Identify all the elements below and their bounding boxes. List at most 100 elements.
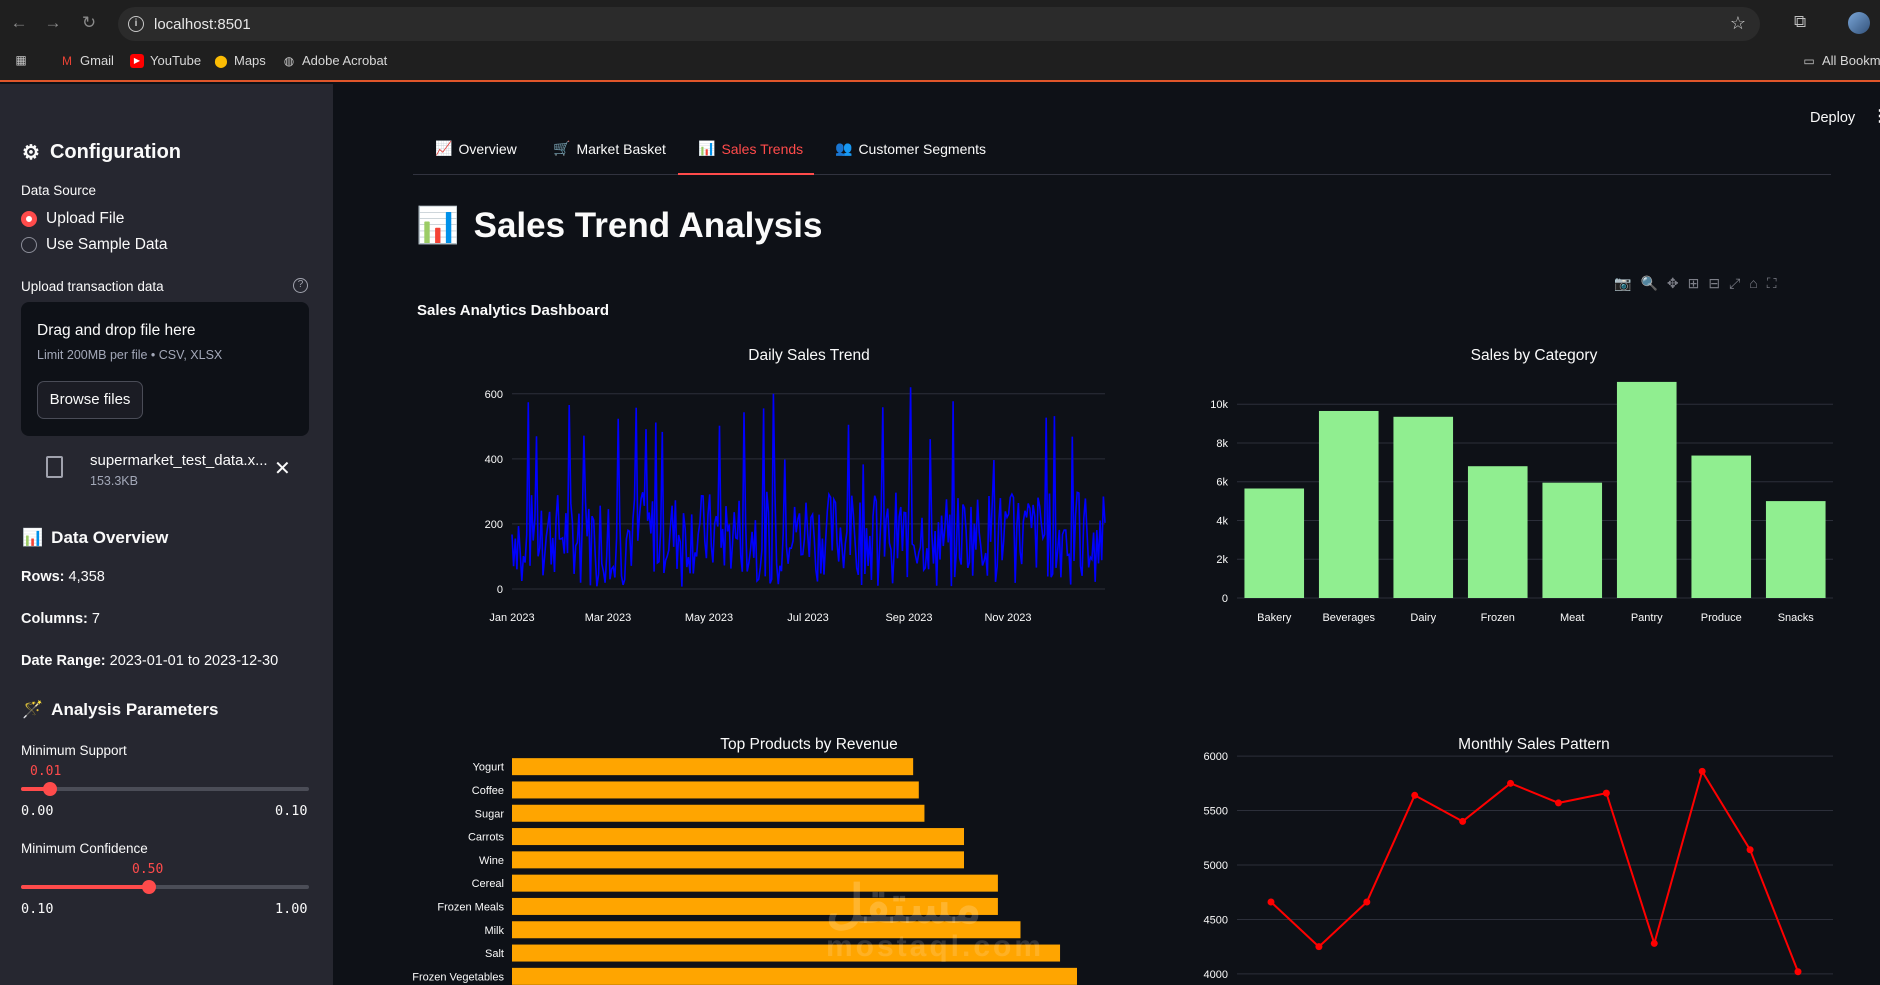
x-tick-label: Dairy [1410, 612, 1436, 624]
min-confidence-slider[interactable] [21, 880, 309, 894]
forward-icon[interactable]: → [44, 13, 62, 32]
product-bar [512, 758, 914, 776]
y-tick-label: Wine [479, 855, 504, 867]
data-source-label: Data Source [21, 183, 97, 198]
zoom-icon[interactable]: 🔍 [1640, 275, 1658, 291]
file-dropzone[interactable]: Drag and drop file here Limit 200MB per … [21, 302, 309, 436]
sidebar: ⚙ Configuration Data Source Upload File U… [0, 84, 333, 985]
monthly-sales-point [1746, 846, 1754, 854]
bookmark-maps[interactable]: ⬤ Maps [214, 53, 266, 68]
camera-icon[interactable]: 📷 [1614, 275, 1632, 291]
tab-overview[interactable]: 📈 Overview [435, 140, 517, 157]
product-bar [512, 781, 919, 799]
bookmark-star-icon[interactable]: ☆ [1729, 13, 1746, 33]
fullscreen-icon[interactable]: ⛶ [1766, 275, 1777, 291]
reload-icon[interactable]: ↻ [81, 13, 97, 32]
y-tick-label: Cereal [472, 878, 504, 890]
x-tick-label: Frozen [1481, 612, 1515, 624]
help-icon[interactable]: ? [293, 278, 308, 293]
main-menu-icon[interactable]: ⋮ [1872, 108, 1880, 125]
zoom-in-icon[interactable]: ⊞ [1687, 275, 1700, 291]
folder-icon: ▭ [1803, 53, 1815, 68]
extensions-icon[interactable]: ⧉ [1794, 12, 1807, 31]
remove-file-close-icon[interactable]: ✕ [274, 458, 291, 480]
chart-title: Daily Sales Trend [748, 347, 869, 364]
min-confidence-min: 0.10 [21, 901, 54, 917]
y-tick-label: Coffee [472, 785, 504, 797]
address-bar[interactable]: i localhost:8501 ☆ [118, 7, 1760, 41]
deploy-button[interactable]: Deploy [1810, 110, 1856, 126]
bar-chart-icon: 📊 [416, 206, 460, 245]
y-tick-label: Salt [485, 948, 504, 960]
dashboard-title: Sales Analytics Dashboard [417, 302, 610, 319]
bookmark-gmail[interactable]: M Gmail [62, 53, 114, 68]
monthly-sales-point [1794, 968, 1802, 976]
back-icon[interactable]: ← [10, 13, 28, 32]
radio-use-sample-data[interactable]: Use Sample Data [21, 236, 167, 254]
page-title: 📊 Sales Trend Analysis [416, 205, 823, 246]
product-bar [512, 828, 964, 846]
apps-grid-icon[interactable]: ▦ [15, 53, 27, 67]
magic-wand-icon: 🪄 [22, 700, 44, 719]
analysis-parameters-title: 🪄 Analysis Parameters [22, 700, 219, 719]
profile-avatar[interactable] [1848, 12, 1870, 34]
category-bar [1244, 488, 1305, 598]
monthly-sales-point [1267, 898, 1275, 906]
tab-customer-segments[interactable]: 👥 Customer Segments [835, 140, 987, 157]
min-support-label: Minimum Support [21, 743, 127, 758]
category-bar [1318, 410, 1379, 598]
radio-unselected-icon[interactable] [21, 237, 37, 253]
active-tab-indicator [678, 173, 814, 175]
monthly-sales-point [1507, 779, 1515, 787]
min-confidence-thumb[interactable] [141, 880, 156, 894]
browse-files-button[interactable]: Browse files [37, 381, 143, 419]
category-bar [1765, 501, 1826, 598]
pan-icon[interactable]: ✥ [1666, 275, 1679, 291]
rows-stat: Rows: 4,358 [21, 569, 105, 585]
monthly-sales-point [1315, 943, 1323, 951]
y-tick-label: 0 [1222, 593, 1228, 605]
x-tick-label: Beverages [1322, 612, 1375, 624]
browser-toolbar: ← → ↻ i localhost:8501 ☆ ⧉ [0, 0, 1880, 48]
uploaded-file-name: supermarket_test_data.x... [90, 452, 268, 469]
maps-pin-icon: ⬤ [214, 53, 228, 68]
tab-sales-trends[interactable]: 📊 Sales Trends [698, 140, 804, 157]
category-bar [1691, 455, 1752, 598]
zoom-out-icon[interactable]: ⊟ [1708, 275, 1721, 291]
monthly-sales-point [1554, 799, 1562, 807]
min-confidence-max: 1.00 [275, 901, 308, 917]
x-tick-label: Jan 2023 [489, 612, 534, 624]
y-tick-label: 6k [1216, 477, 1228, 489]
x-tick-label: Jul 2023 [787, 612, 829, 624]
min-support-max: 0.10 [275, 803, 308, 819]
home-icon[interactable]: ⌂ [1749, 275, 1758, 291]
bookmark-youtube[interactable]: ▶ YouTube [130, 53, 201, 68]
min-support-slider[interactable] [21, 782, 309, 796]
bookmarks-bar [0, 48, 1880, 82]
bookmark-adobe-acrobat[interactable]: ◍ Adobe Acrobat [283, 53, 388, 68]
y-tick-label: Frozen Vegetables [412, 971, 504, 983]
tab-market-basket[interactable]: 🛒 Market Basket [553, 140, 666, 157]
product-bar [512, 851, 964, 869]
watermark-logo: مستقل [826, 876, 982, 934]
chart-up-icon: 📈 [435, 140, 453, 156]
y-tick-label: 8k [1216, 438, 1228, 450]
y-tick-label: 4k [1216, 515, 1228, 527]
category-bar [1393, 416, 1454, 598]
min-support-fill [21, 787, 50, 791]
min-confidence-value: 0.50 [132, 862, 164, 877]
y-tick-label: Yogurt [473, 762, 504, 774]
min-support-thumb[interactable] [42, 782, 57, 796]
y-tick-label: 600 [485, 389, 503, 401]
radio-upload-file[interactable]: Upload File [21, 210, 124, 228]
all-bookmarks[interactable]: ▭ All Bookm [1803, 53, 1880, 68]
x-tick-label: Bakery [1257, 612, 1292, 624]
radio-selected-icon[interactable] [21, 211, 37, 227]
autoscale-icon[interactable]: ⤢ [1729, 275, 1741, 291]
plot-toolbar: 📷 🔍 ✥ ⊞ ⊟ ⤢ ⌂ ⛶ [1614, 275, 1777, 292]
site-info-icon[interactable]: i [128, 16, 144, 32]
category-bar [1616, 381, 1677, 598]
monthly-sales-point [1602, 789, 1610, 797]
url-text[interactable]: localhost:8501 [154, 16, 251, 33]
x-tick-label: Sep 2023 [885, 612, 932, 624]
